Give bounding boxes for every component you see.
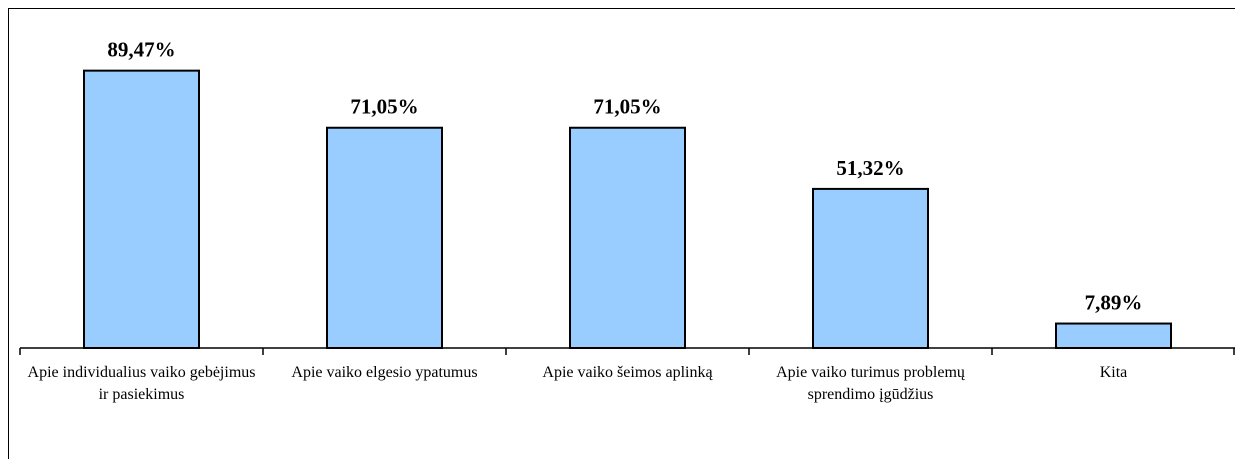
x-tick-label: Apie vaiko turimus problemų sprendimo įg…: [776, 364, 965, 403]
value-label: 89,47%: [107, 38, 175, 62]
x-tick-label-box: Kita: [1099, 364, 1128, 381]
x-tick-label-box: Apie vaiko elgesio ypatumus: [291, 364, 478, 381]
x-tick-label-box: Apie vaiko šeimos aplinką: [542, 364, 713, 381]
x-tick-label: Kita: [1099, 364, 1128, 381]
x-tick-label: Apie individualius vaiko gebėjimus ir pa…: [27, 364, 256, 403]
value-label: 71,05%: [350, 95, 418, 119]
value-label: 7,89%: [1085, 291, 1143, 315]
x-tick-label-box: Apie vaiko turimus problemų sprendimo įg…: [776, 364, 965, 403]
bar: [1055, 322, 1172, 349]
bar: [83, 69, 200, 349]
value-label: 71,05%: [593, 95, 661, 119]
bar: [569, 126, 686, 350]
x-tick-label-box: Apie individualius vaiko gebėjimus ir pa…: [27, 364, 256, 403]
bar: [812, 187, 929, 349]
x-tick-label: Apie vaiko elgesio ypatumus: [291, 364, 478, 381]
bar: [326, 126, 443, 350]
value-label: 51,32%: [836, 156, 904, 180]
x-tick-label: Apie vaiko šeimos aplinką: [542, 364, 713, 381]
